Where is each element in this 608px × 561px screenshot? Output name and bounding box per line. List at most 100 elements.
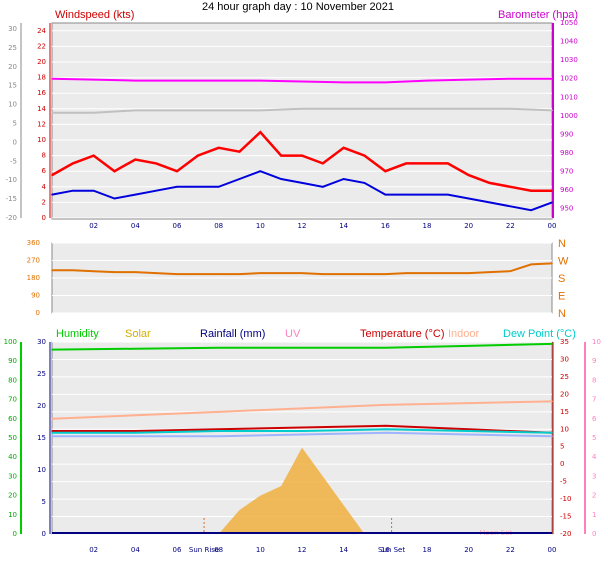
temp-tick: 30 bbox=[560, 355, 569, 363]
wind-panel-bg bbox=[51, 22, 553, 220]
indoor-point bbox=[467, 402, 470, 404]
windavg-point bbox=[467, 197, 470, 200]
wind-point bbox=[405, 162, 407, 165]
dew2-point bbox=[301, 433, 303, 436]
temp-point bbox=[467, 428, 470, 431]
dir-tick: 270 bbox=[27, 257, 40, 265]
time-tick-20: 20 bbox=[464, 546, 473, 554]
temp-tick: 20 bbox=[560, 390, 569, 398]
wind-point bbox=[72, 162, 74, 165]
windavg-point bbox=[197, 186, 199, 188]
temp-point bbox=[51, 430, 53, 432]
time-tick-10: 10 bbox=[256, 546, 265, 554]
indoor-point bbox=[551, 400, 553, 403]
outer-tick: -5 bbox=[10, 157, 17, 165]
windavg-point bbox=[363, 182, 366, 184]
wind-point bbox=[197, 154, 199, 157]
dir-point bbox=[197, 273, 199, 275]
baro-point bbox=[259, 79, 262, 82]
dir-point bbox=[363, 273, 366, 275]
wind-tick: 18 bbox=[37, 74, 46, 82]
temp-tick: 5 bbox=[560, 443, 564, 451]
indoor-point bbox=[134, 414, 137, 417]
uv-tick: 6 bbox=[592, 415, 597, 423]
time-tick-16: 16 bbox=[381, 222, 390, 230]
time-tick-06: 06 bbox=[173, 546, 182, 554]
legend-entry: Temperature (°C) bbox=[360, 328, 444, 340]
baro-point bbox=[426, 79, 428, 82]
windavg-point bbox=[301, 182, 303, 184]
wind-point bbox=[92, 154, 95, 157]
uv-tick: 0 bbox=[592, 530, 596, 538]
rain-tick: 15 bbox=[37, 434, 46, 442]
time-tick-18: 18 bbox=[423, 546, 432, 554]
time-tick-12: 12 bbox=[298, 546, 307, 554]
outer-tick: 0 bbox=[13, 138, 17, 146]
baro-tick: 1020 bbox=[560, 75, 578, 83]
baro-point bbox=[384, 81, 387, 84]
windavg-point bbox=[488, 201, 491, 204]
time-tick-00: 00 bbox=[548, 222, 557, 230]
baro-tick: 1010 bbox=[560, 93, 578, 101]
time-tick-18: 18 bbox=[423, 222, 432, 230]
uv-tick: 10 bbox=[592, 338, 601, 346]
baro-point bbox=[134, 79, 137, 82]
baro-tick: 960 bbox=[560, 186, 573, 194]
temp-tick: 15 bbox=[560, 408, 569, 416]
dir-point bbox=[426, 272, 428, 274]
dir-point bbox=[301, 272, 303, 274]
dir-point bbox=[72, 269, 74, 272]
dir-point bbox=[405, 272, 407, 274]
wind-point bbox=[301, 154, 303, 157]
time-tick-20: 20 bbox=[464, 222, 473, 230]
windavg-point bbox=[259, 170, 262, 172]
time-tick-22: 22 bbox=[506, 222, 515, 230]
uv-tick: 7 bbox=[592, 396, 596, 404]
windavg-point bbox=[217, 186, 220, 188]
wind-tick: 12 bbox=[37, 120, 46, 128]
rain-tick: 25 bbox=[37, 370, 46, 378]
windavg-point bbox=[322, 186, 324, 188]
dir-point bbox=[467, 272, 470, 274]
barometer-axis-label: Barometer (hpa) bbox=[498, 9, 578, 21]
rain-tick: 0 bbox=[42, 530, 46, 538]
humidity-point bbox=[134, 347, 137, 350]
uv-tick: 5 bbox=[592, 434, 596, 442]
baro-tick: 1040 bbox=[560, 38, 578, 46]
windavg-point bbox=[51, 193, 53, 196]
gust_grey-point bbox=[92, 111, 95, 114]
time-tick-08: 08 bbox=[214, 222, 223, 230]
baro-point bbox=[551, 77, 553, 80]
outer-tick: -10 bbox=[6, 176, 17, 184]
legend-entry: Indoor bbox=[448, 328, 480, 340]
temp-tick: 10 bbox=[560, 425, 569, 433]
dir-point bbox=[447, 272, 449, 274]
dir-tick: 180 bbox=[27, 274, 40, 282]
humidity-tick: 30 bbox=[8, 472, 17, 480]
baro-tick: 990 bbox=[560, 130, 573, 138]
dir-point bbox=[280, 272, 282, 274]
baro-point bbox=[92, 78, 95, 81]
dew-point bbox=[384, 428, 387, 431]
windavg-point bbox=[155, 189, 157, 192]
dir-point bbox=[551, 262, 553, 265]
dew-point bbox=[467, 430, 470, 432]
dir-point bbox=[92, 270, 95, 272]
baro-point bbox=[301, 80, 303, 83]
baro-tick: 950 bbox=[560, 205, 573, 213]
wind-point bbox=[51, 174, 53, 176]
dir-point bbox=[51, 269, 53, 272]
rain-tick: 10 bbox=[37, 466, 46, 474]
baro-point bbox=[51, 77, 53, 80]
baro-tick: 1000 bbox=[560, 112, 578, 120]
baro-point bbox=[217, 79, 220, 82]
compass-tick: N bbox=[558, 238, 566, 250]
humidity-tick: 100 bbox=[4, 338, 17, 346]
wind-point bbox=[259, 131, 262, 133]
wind-tick: 16 bbox=[37, 89, 46, 97]
sun-label: Sun Rise bbox=[189, 546, 219, 554]
time-tick-14: 14 bbox=[339, 222, 348, 230]
wind-point bbox=[467, 174, 470, 176]
wind-point bbox=[217, 147, 220, 149]
